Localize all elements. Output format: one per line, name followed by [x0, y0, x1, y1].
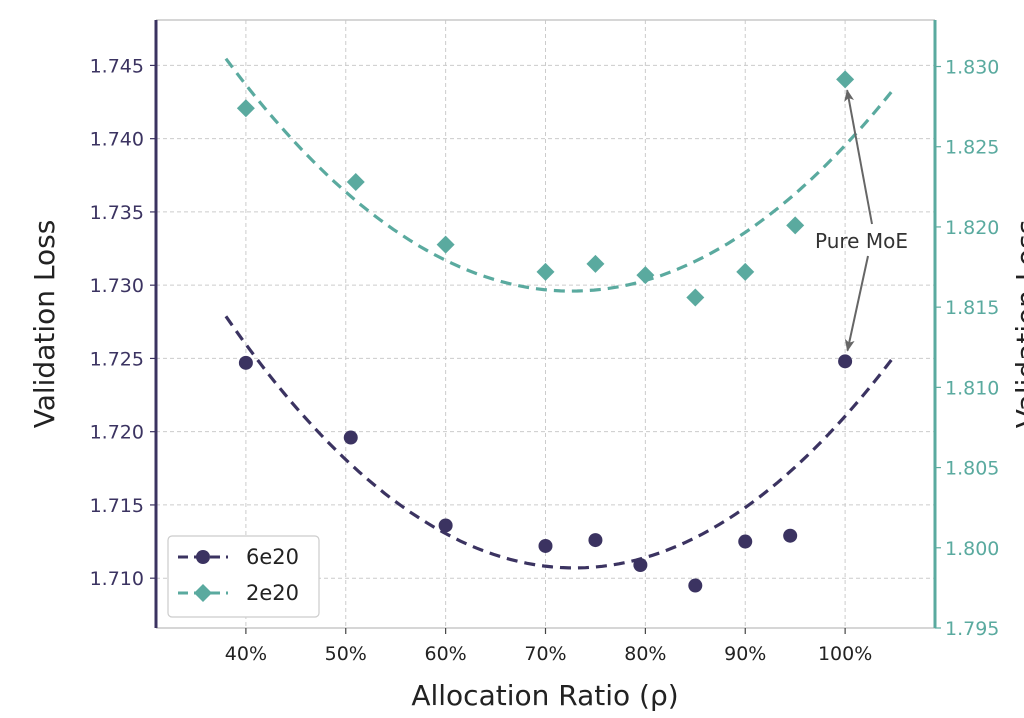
data-points [236, 70, 855, 593]
legend-label-2e20: 2e20 [246, 581, 299, 605]
data-point-2e20 [836, 70, 855, 89]
data-point-2e20 [636, 266, 655, 285]
x-axis-title: Allocation Ratio (ρ) [411, 679, 678, 712]
data-point-6e20 [438, 518, 453, 533]
fit-curve-2e20 [224, 57, 897, 293]
data-point-6e20 [343, 430, 358, 445]
legend-marker-6e20 [196, 550, 210, 564]
x-tick-label: 70% [524, 643, 566, 665]
data-point-6e20 [588, 533, 603, 548]
data-point-2e20 [236, 99, 255, 118]
right-y-tick-label: 1.810 [945, 377, 999, 399]
data-point-6e20 [238, 355, 253, 370]
data-point-2e20 [536, 262, 555, 281]
data-point-2e20 [436, 235, 455, 254]
left-y-tick-label: 1.725 [90, 348, 144, 370]
x-tick-label: 90% [724, 643, 766, 665]
right-y-tick-label: 1.815 [945, 297, 999, 319]
data-point-2e20 [686, 288, 705, 307]
annotation-arrow-6e20 [844, 255, 869, 352]
fit-curve-6e20 [224, 315, 897, 570]
legend: 6e20 2e20 [167, 535, 320, 618]
pure-moe-annotation-label: Pure MoE [815, 229, 908, 253]
x-tick-label: 50% [325, 643, 367, 665]
left-y-tick-label: 1.730 [90, 275, 144, 297]
data-point-2e20 [786, 216, 805, 235]
x-tick-label: 40% [225, 643, 267, 665]
grid [156, 20, 935, 628]
data-point-2e20 [346, 173, 365, 192]
ticks: 40% 50% 60% 70% 80% 90% 100% 1.710 1.715 1.720 1.7… [90, 55, 1000, 665]
data-point-6e20 [738, 534, 753, 549]
left-y-tick-label: 1.745 [90, 55, 144, 77]
x-tick-label: 60% [425, 643, 467, 665]
data-point-2e20 [586, 254, 605, 273]
left-y-tick-label: 1.715 [90, 495, 144, 517]
fit-curves [224, 57, 897, 570]
left-y-tick-label: 1.740 [90, 129, 144, 151]
legend-label-6e20: 6e20 [246, 545, 299, 569]
right-y-tick-label: 1.805 [945, 458, 999, 480]
data-point-2e20 [736, 262, 755, 281]
data-point-6e20 [538, 538, 553, 553]
annotation: Pure MoE [815, 89, 908, 352]
left-y-tick-label: 1.735 [90, 202, 144, 224]
right-y-tick-label: 1.825 [945, 137, 999, 159]
left-y-tick-label: 1.720 [90, 422, 144, 444]
right-y-axis-title: Validation Loss [1010, 220, 1024, 429]
right-y-tick-label: 1.795 [945, 618, 999, 640]
x-tick-label: 100% [818, 643, 872, 665]
right-y-tick-label: 1.830 [945, 57, 999, 79]
right-y-tick-label: 1.800 [945, 538, 999, 560]
x-tick-label: 80% [624, 643, 666, 665]
legend-marker-2e20 [194, 584, 212, 602]
annotation-arrow-2e20 [844, 89, 873, 225]
data-point-6e20 [838, 354, 853, 369]
right-y-tick-label: 1.820 [945, 217, 999, 239]
data-point-6e20 [633, 558, 648, 573]
left-y-tick-label: 1.710 [90, 568, 144, 590]
left-y-axis-title: Validation Loss [28, 220, 61, 429]
data-point-6e20 [783, 528, 798, 543]
data-point-6e20 [688, 578, 703, 593]
